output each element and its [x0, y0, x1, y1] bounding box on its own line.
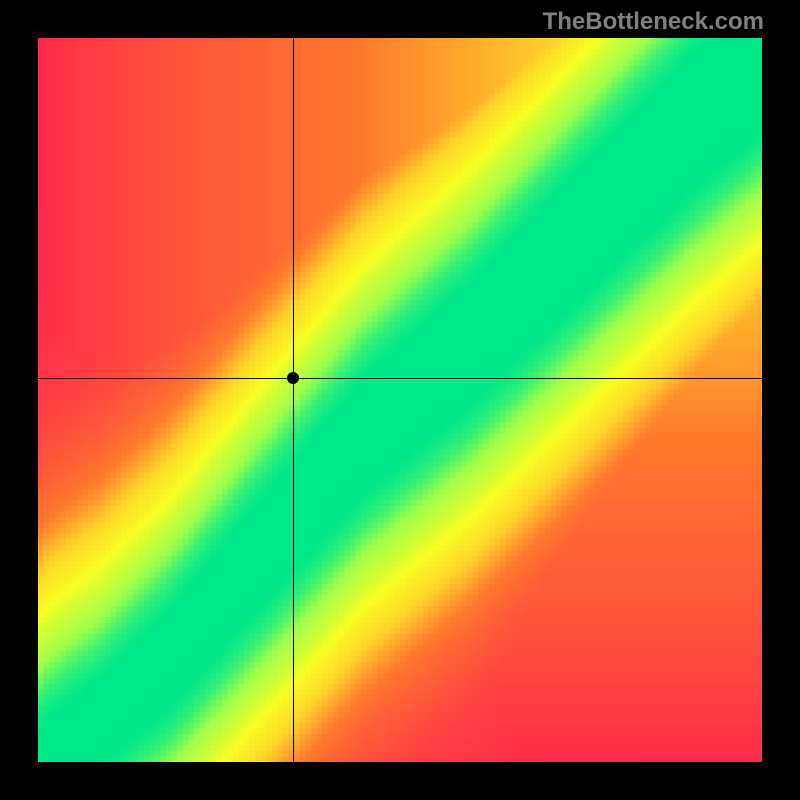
crosshair-vertical: [293, 38, 294, 762]
heatmap-canvas: [38, 38, 762, 762]
crosshair-horizontal: [38, 378, 762, 379]
figure-root: TheBottleneck.com: [0, 0, 800, 800]
heatmap-plot-area: [38, 38, 762, 762]
watermark-text: TheBottleneck.com: [543, 8, 764, 36]
